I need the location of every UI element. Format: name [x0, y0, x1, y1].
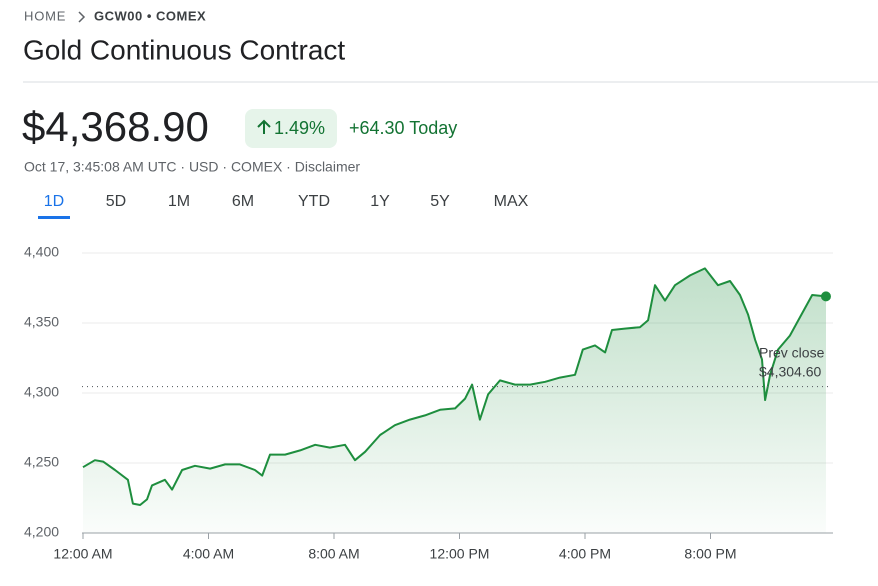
range-tab[interactable]: YTD [298, 193, 330, 210]
range-tabs: 1D 5D 1M 6M YTD 1Y 5Y MAX [38, 193, 529, 219]
range-tab[interactable]: 6M [232, 193, 254, 210]
page-title: Gold Continuous Contract [23, 34, 345, 65]
area-fill [83, 268, 826, 533]
breadcrumb-chevron [78, 11, 86, 23]
x-tick-label: 12:00 PM [430, 546, 490, 562]
range-tab[interactable]: 1Y [370, 193, 390, 210]
y-tick-label: 4,350 [24, 314, 59, 330]
change-badge [245, 109, 337, 148]
prev-close-label: Prev close [759, 344, 825, 360]
chart: 4,200 4,250 4,300 4,350 4,400 12:00 AM 4:00 AM… [24, 244, 833, 562]
y-tick-label: 4,250 [24, 454, 59, 470]
price-line [82, 267, 827, 506]
breadcrumb-symbol: GCW00 • COMEX [94, 8, 206, 23]
x-tick-label: 4:00 PM [559, 546, 611, 562]
y-tick-label: 4,400 [24, 244, 59, 260]
price: $4,368.90 [22, 103, 209, 150]
meta-line: Oct 17, 3:45:08 AM UTC · USD · COMEX · D… [24, 159, 360, 175]
range-tab[interactable]: 5Y [430, 193, 450, 210]
change-today: +64.30 Today [349, 118, 457, 138]
y-tick-label: 4,200 [24, 524, 59, 540]
prev-close-value: $4,304.60 [759, 363, 821, 379]
x-tick-label: 8:00 AM [308, 546, 359, 562]
y-tick-label: 4,300 [24, 384, 59, 400]
up-arrow [257, 119, 271, 134]
change-percent: 1.49% [274, 118, 325, 138]
tab-underline [38, 216, 70, 219]
breadcrumb-home[interactable]: HOME [24, 8, 66, 23]
range-tab[interactable]: MAX [494, 193, 529, 210]
x-tick-label: 4:00 AM [183, 546, 234, 562]
last-point [820, 291, 831, 302]
range-tab[interactable]: 1M [168, 193, 190, 210]
range-tab[interactable]: 5D [106, 193, 126, 210]
x-tick-label: 8:00 PM [684, 546, 736, 562]
x-tick-label: 12:00 AM [53, 546, 112, 562]
range-tab[interactable]: 1D [44, 193, 64, 210]
